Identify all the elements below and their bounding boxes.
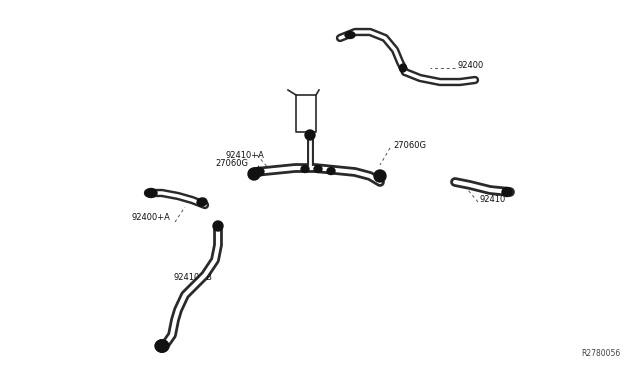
Ellipse shape <box>327 167 335 174</box>
Text: 92410: 92410 <box>480 196 506 205</box>
Ellipse shape <box>145 189 157 198</box>
Ellipse shape <box>314 166 322 173</box>
Ellipse shape <box>345 32 355 38</box>
Text: 27060G: 27060G <box>393 141 426 150</box>
Ellipse shape <box>502 187 512 196</box>
Text: R2780056: R2780056 <box>580 349 620 358</box>
Ellipse shape <box>155 340 169 352</box>
Ellipse shape <box>252 167 264 177</box>
Circle shape <box>305 130 315 140</box>
Ellipse shape <box>301 166 309 173</box>
Circle shape <box>213 221 223 231</box>
Text: 92400+A: 92400+A <box>132 214 171 222</box>
Text: 92410+B: 92410+B <box>173 273 212 282</box>
Ellipse shape <box>399 64 406 72</box>
Text: 92410+A: 92410+A <box>225 151 264 160</box>
Circle shape <box>374 170 386 182</box>
Ellipse shape <box>197 198 207 206</box>
Circle shape <box>248 168 260 180</box>
Text: 92400: 92400 <box>457 61 483 70</box>
Text: 27060G: 27060G <box>215 159 248 168</box>
